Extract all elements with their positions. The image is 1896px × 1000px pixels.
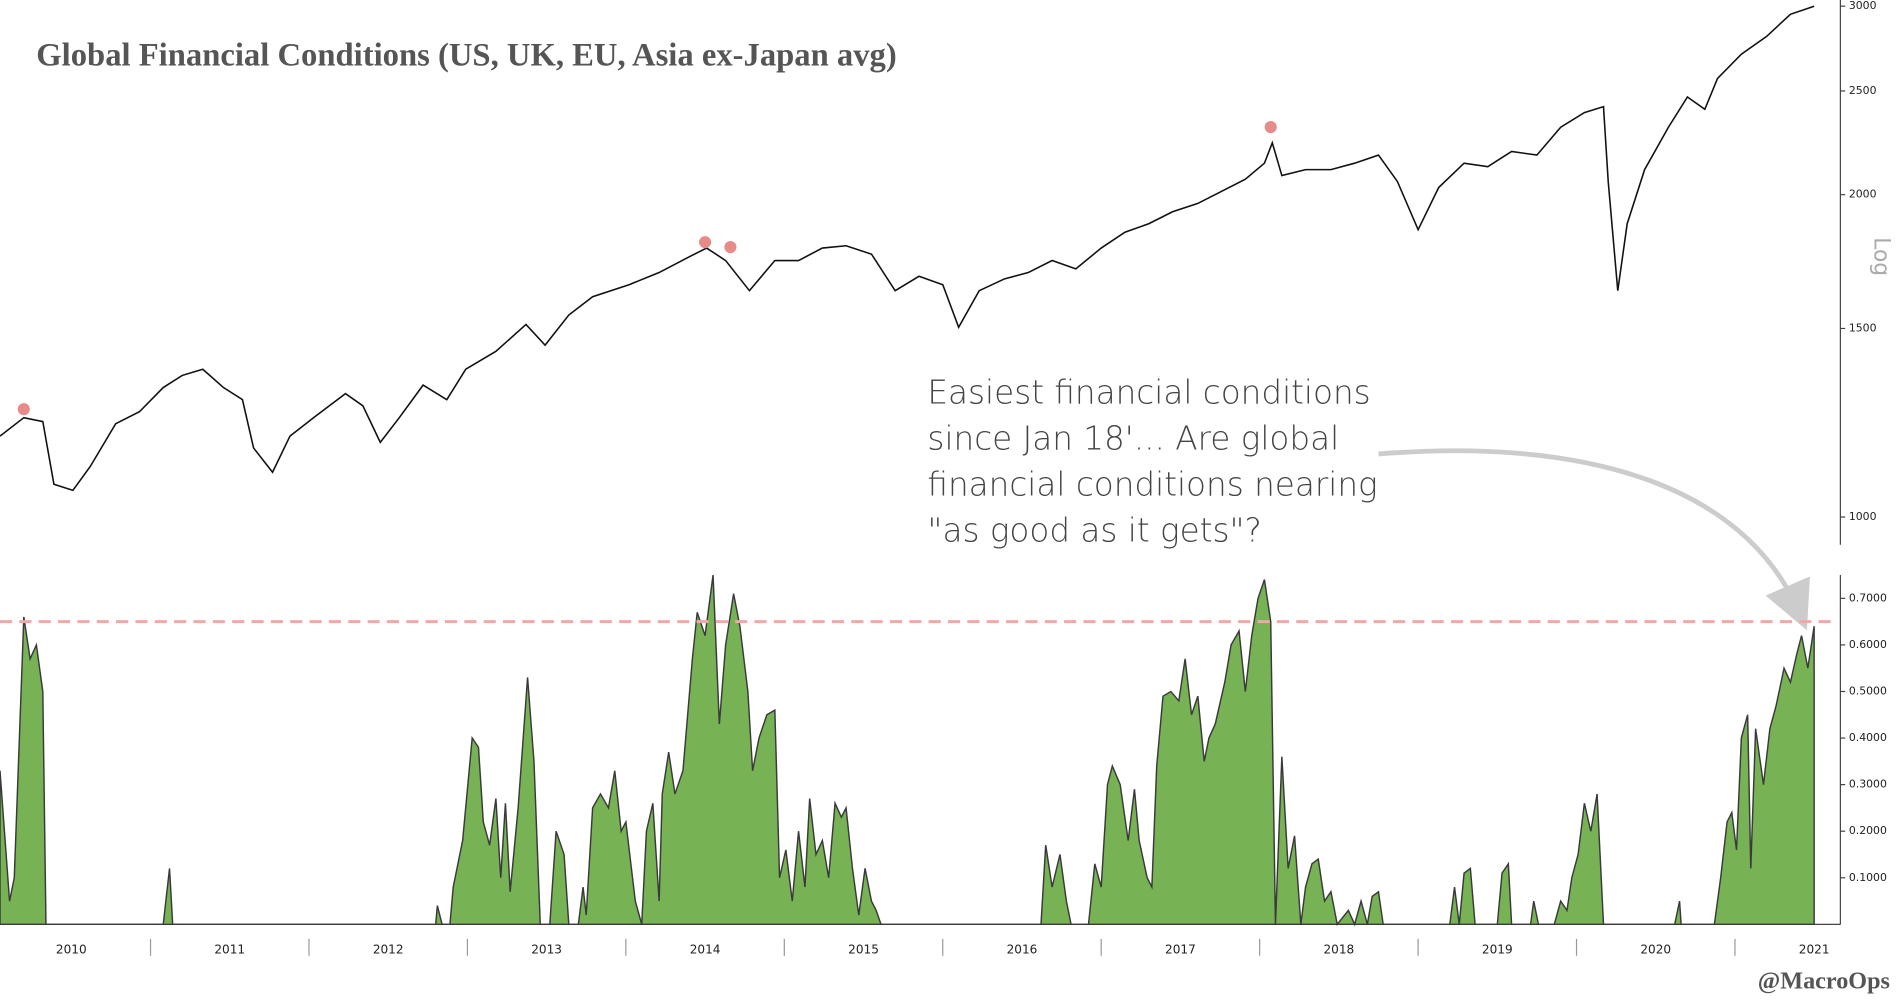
x-tick-label: 2020 [1640,942,1671,956]
y-tick-label: 2000 [1849,188,1877,201]
annotation-arrow [1378,448,1810,631]
x-tick-label: 2015 [848,942,879,956]
area [0,574,1815,927]
y-tick-label: 0.7000 [1849,591,1887,604]
highlight-dot [724,241,737,254]
y-tick-label: 0.6000 [1849,638,1887,651]
highlight-dot [17,403,30,416]
y-tick-label: 0.3000 [1849,778,1887,791]
highlight-dot [1264,121,1277,134]
annotation: Easiest financial conditions [927,374,1370,412]
x-tick-label: 2019 [1482,942,1513,956]
y-tick-label: 1500 [1849,321,1877,334]
log-label: Log [1868,237,1893,276]
highlight-dot [699,236,712,249]
y-tick-label: 0.4000 [1849,731,1887,744]
annotation: since Jan 18'... Are global [927,420,1339,458]
annotation: financial conditions nearing [927,466,1377,504]
y-tick-label: 2500 [1849,84,1877,97]
y-tick-label: 1000 [1849,510,1877,523]
x-tick-label: 2011 [214,942,245,956]
x-tick-label: 2018 [1323,942,1354,956]
y-tick-label: 0.5000 [1849,684,1887,697]
x-tick-label: 2021 [1799,942,1830,956]
annotation: "as good as it gets"? [927,512,1261,550]
price-line [0,5,1815,492]
x-tick-label: 2012 [373,942,404,956]
x-tick-label: 2016 [1007,942,1038,956]
y-tick-label: 0.2000 [1849,824,1887,837]
chart-title: Global Financial Conditions (US, UK, EU,… [36,38,896,74]
x-tick-label: 2017 [1165,942,1196,956]
y-tick-label: 3000 [1849,0,1877,12]
y-tick-label: 0.1000 [1849,871,1887,884]
x-tick-label: 2014 [690,942,721,956]
x-tick-label: 2013 [531,942,562,956]
source: @MacroOps [1758,968,1890,995]
x-tick-label: 2010 [56,942,87,956]
